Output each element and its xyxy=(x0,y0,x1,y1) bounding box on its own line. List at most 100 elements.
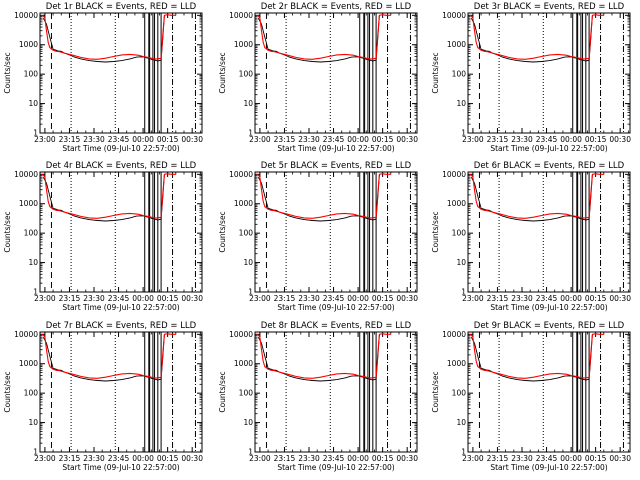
y-tick-label: 1000 xyxy=(234,40,253,49)
x-tick-label: 00:00 xyxy=(560,454,582,463)
x-axis-label: Start Time (09-Jul-10 22:57:00) xyxy=(277,303,394,312)
lld-series-line xyxy=(41,14,176,60)
y-axis-label: Counts/sec xyxy=(3,371,12,412)
x-tick-label: 00:00 xyxy=(347,294,369,303)
detector-panel: Det 5r BLACK = Events, RED = LLD 1 10 100 10… xyxy=(218,161,418,312)
y-axis-label: Counts/sec xyxy=(218,52,227,93)
events-series-line xyxy=(257,15,380,63)
plot-frame xyxy=(467,171,631,293)
y-tick-label: 1000 xyxy=(234,359,253,368)
x-tick-label: 23:15 xyxy=(487,454,509,463)
x-tick-label: 00:15 xyxy=(372,294,394,303)
y-axis-label: Counts/sec xyxy=(431,211,440,252)
lld-series-line xyxy=(256,173,391,219)
lld-series-line xyxy=(256,14,391,60)
y-tick-label: 100 xyxy=(452,70,467,79)
y-tick-label: 1000 xyxy=(447,40,466,49)
x-tick-label: 00:30 xyxy=(396,454,418,463)
plot-frame xyxy=(467,12,631,134)
x-axis-label: Start Time (09-Jul-10 22:57:00) xyxy=(490,463,607,472)
panel-title: Det 7r BLACK = Events, RED = LLD xyxy=(46,321,197,331)
x-tick-label: 23:00 xyxy=(462,294,484,303)
y-tick-label: 1 xyxy=(248,448,253,457)
y-tick-label: 1 xyxy=(248,288,253,297)
y-tick-label: 10 xyxy=(28,418,38,427)
y-tick-label: 10 xyxy=(243,258,253,267)
y-tick-label: 1000 xyxy=(447,359,466,368)
lld-series-line xyxy=(256,333,391,379)
y-tick-label: 10000 xyxy=(229,330,253,339)
plot-frame xyxy=(39,331,203,453)
x-tick-label: 00:30 xyxy=(609,454,631,463)
x-tick-label: 23:45 xyxy=(536,135,558,144)
y-tick-label: 1 xyxy=(33,448,38,457)
x-tick-label: 00:00 xyxy=(132,294,154,303)
x-tick-label: 23:30 xyxy=(298,454,320,463)
x-tick-label: 23:45 xyxy=(323,135,345,144)
x-tick-label: 00:15 xyxy=(585,135,607,144)
x-tick-label: 23:45 xyxy=(108,294,130,303)
y-axis-label: Counts/sec xyxy=(431,52,440,93)
x-axis-label: Start Time (09-Jul-10 22:57:00) xyxy=(62,144,179,153)
y-tick-label: 100 xyxy=(24,70,39,79)
y-axis-label: Counts/sec xyxy=(218,371,227,412)
y-tick-label: 10 xyxy=(456,418,466,427)
x-axis-label: Start Time (09-Jul-10 22:57:00) xyxy=(490,144,607,153)
events-series-line xyxy=(470,15,593,63)
x-tick-label: 00:00 xyxy=(347,135,369,144)
y-axis-label: Counts/sec xyxy=(3,52,12,93)
y-tick-label: 1000 xyxy=(19,199,38,208)
panel-title: Det 5r BLACK = Events, RED = LLD xyxy=(261,161,412,171)
panel-title: Det 9r BLACK = Events, RED = LLD xyxy=(474,321,625,331)
y-tick-label: 100 xyxy=(24,229,39,238)
events-series-line xyxy=(470,174,593,222)
detector-panel: Det 4r BLACK = Events, RED = LLD 1 10 100 10… xyxy=(3,161,203,312)
y-tick-label: 1000 xyxy=(19,40,38,49)
x-tick-label: 23:45 xyxy=(536,454,558,463)
x-tick-label: 00:15 xyxy=(585,454,607,463)
y-tick-label: 10 xyxy=(456,258,466,267)
x-tick-label: 23:15 xyxy=(59,294,81,303)
x-tick-label: 23:00 xyxy=(462,135,484,144)
x-tick-label: 00:30 xyxy=(181,454,203,463)
y-tick-label: 10 xyxy=(243,418,253,427)
x-tick-label: 00:30 xyxy=(396,294,418,303)
panel-title: Det 6r BLACK = Events, RED = LLD xyxy=(474,161,625,171)
panel-title: Det 8r BLACK = Events, RED = LLD xyxy=(261,321,412,331)
y-tick-label: 1000 xyxy=(19,359,38,368)
x-tick-label: 23:00 xyxy=(249,135,271,144)
x-tick-label: 23:45 xyxy=(108,454,130,463)
x-tick-label: 23:30 xyxy=(83,294,105,303)
events-series-line xyxy=(42,334,165,382)
detector-panel: Det 1r BLACK = Events, RED = LLD 1 10 100 10… xyxy=(3,2,203,153)
x-tick-label: 23:45 xyxy=(108,135,130,144)
detector-panel: Det 8r BLACK = Events, RED = LLD 1 10 100 10… xyxy=(218,321,418,472)
y-tick-label: 1 xyxy=(461,448,466,457)
lld-series-line xyxy=(41,333,176,379)
x-tick-label: 23:30 xyxy=(511,454,533,463)
y-tick-label: 10 xyxy=(28,258,38,267)
panel-title: Det 2r BLACK = Events, RED = LLD xyxy=(261,2,412,12)
y-tick-label: 1 xyxy=(248,129,253,138)
x-axis-label: Start Time (09-Jul-10 22:57:00) xyxy=(277,463,394,472)
x-axis-label: Start Time (09-Jul-10 22:57:00) xyxy=(62,463,179,472)
x-tick-label: 23:15 xyxy=(59,135,81,144)
x-tick-label: 23:15 xyxy=(274,454,296,463)
y-tick-label: 10000 xyxy=(14,170,38,179)
x-tick-label: 00:30 xyxy=(609,135,631,144)
y-tick-label: 100 xyxy=(452,389,467,398)
detector-panel: Det 2r BLACK = Events, RED = LLD 1 10 100 10… xyxy=(218,2,418,153)
x-tick-label: 23:00 xyxy=(462,454,484,463)
plot-frame xyxy=(467,331,631,453)
x-tick-label: 23:00 xyxy=(34,294,56,303)
x-tick-label: 23:00 xyxy=(34,454,56,463)
x-tick-label: 00:00 xyxy=(560,135,582,144)
x-tick-label: 00:00 xyxy=(560,294,582,303)
x-tick-label: 00:15 xyxy=(372,454,394,463)
y-tick-label: 10 xyxy=(456,99,466,108)
y-tick-label: 10000 xyxy=(229,11,253,20)
x-tick-label: 00:30 xyxy=(181,135,203,144)
x-tick-label: 00:00 xyxy=(132,135,154,144)
plot-frame xyxy=(39,12,203,134)
detector-panel: Det 3r BLACK = Events, RED = LLD 1 10 100 10… xyxy=(431,2,631,153)
